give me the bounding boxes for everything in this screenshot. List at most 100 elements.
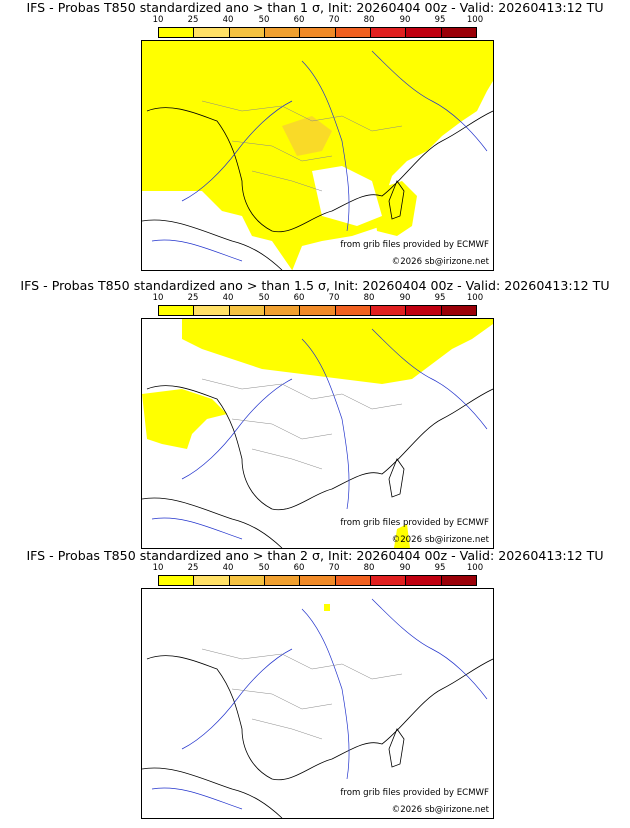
border — [201, 378, 403, 470]
tick-label: 25 — [187, 15, 199, 25]
colorbar-swatch — [229, 576, 265, 585]
map-panel-1: IFS - Probas T850 standardized ano > tha… — [0, 0, 630, 276]
probability-area — [142, 389, 227, 449]
tick-label: 100 — [466, 563, 484, 573]
tick-label: 40 — [222, 293, 234, 303]
river — [181, 648, 293, 750]
colorbar-swatch — [406, 306, 442, 315]
colorbar-swatch — [300, 28, 336, 37]
tick-label: 95 — [434, 293, 446, 303]
map-svg — [142, 598, 493, 818]
colorbar-swatch — [300, 306, 336, 315]
coastline — [146, 655, 493, 781]
tick-label: 10 — [152, 15, 164, 25]
tick-label: 80 — [363, 15, 375, 25]
map-svg — [142, 41, 493, 270]
coastline — [142, 219, 283, 270]
border — [201, 648, 403, 740]
coastline — [146, 385, 493, 511]
coastline — [388, 458, 405, 498]
coastline — [146, 107, 493, 233]
tick-label: 80 — [363, 293, 375, 303]
tick-label: 50 — [258, 15, 270, 25]
probability-area — [394, 524, 410, 548]
colorbar-swatch — [335, 306, 371, 315]
credit-grib: from grib files provided by ECMWF — [340, 788, 489, 798]
map-area: from grib files provided by ECMWF ©2026 … — [141, 318, 494, 549]
colorbar-swatch — [335, 576, 371, 585]
coastline — [142, 767, 283, 818]
colorbar-swatch — [264, 306, 301, 315]
colorbar-swatch — [441, 28, 476, 37]
river — [371, 50, 488, 152]
colorbar-swatch — [194, 576, 230, 585]
river — [301, 60, 350, 232]
tick-label: 100 — [466, 15, 484, 25]
coastline — [142, 497, 283, 548]
colorbar-swatch — [159, 28, 195, 37]
probability-area — [142, 41, 493, 270]
tick-label: 25 — [187, 563, 199, 573]
tick-label: 10 — [152, 563, 164, 573]
credit-grib: from grib files provided by ECMWF — [340, 240, 489, 250]
map-area: from grib files provided by ECMWF ©2026 … — [141, 588, 494, 819]
tick-label: 40 — [222, 563, 234, 573]
colorbar — [158, 305, 477, 316]
colorbar — [158, 575, 477, 586]
river — [301, 608, 350, 780]
colorbar-swatch — [264, 576, 301, 585]
tick-label: 90 — [399, 563, 411, 573]
clear-area — [312, 166, 382, 226]
river — [151, 517, 243, 540]
tick-label: 10 — [152, 293, 164, 303]
tick-label: 60 — [293, 15, 305, 25]
colorbar — [158, 27, 477, 38]
tick-label: 25 — [187, 293, 199, 303]
tick-label: 90 — [399, 15, 411, 25]
credit-site: ©2026 sb@irizone.net — [391, 257, 489, 267]
map-panel-2: IFS - Probas T850 standardized ano > tha… — [0, 278, 630, 554]
river — [301, 338, 350, 510]
river — [151, 239, 243, 262]
tick-label: 50 — [258, 293, 270, 303]
tick-label: 70 — [328, 563, 340, 573]
tick-label: 95 — [434, 563, 446, 573]
colorbar-swatch — [370, 306, 407, 315]
colorbar-swatch — [194, 306, 230, 315]
tick-label: 90 — [399, 293, 411, 303]
river — [181, 378, 293, 480]
map-svg — [142, 319, 493, 548]
colorbar-swatch — [370, 28, 407, 37]
tick-label: 95 — [434, 15, 446, 25]
colorbar-swatch — [406, 576, 442, 585]
river — [181, 100, 293, 202]
colorbar-labels: 10 25 40 50 60 70 80 90 95 100 — [153, 15, 484, 26]
map-panel-3: IFS - Probas T850 standardized ano > tha… — [0, 548, 630, 824]
colorbar-swatch — [229, 28, 265, 37]
tick-label: 50 — [258, 563, 270, 573]
tick-label: 60 — [293, 563, 305, 573]
colorbar-swatch — [300, 576, 336, 585]
tick-label: 70 — [328, 15, 340, 25]
colorbar-labels: 10 25 40 50 60 70 80 90 95 100 — [153, 563, 484, 574]
probability-area — [282, 116, 332, 156]
tick-label: 70 — [328, 293, 340, 303]
colorbar-swatch — [159, 306, 195, 315]
river — [371, 328, 488, 430]
tick-label: 40 — [222, 15, 234, 25]
colorbar-swatch — [370, 576, 407, 585]
colorbar-labels: 10 25 40 50 60 70 80 90 95 100 — [153, 293, 484, 304]
coastline — [388, 180, 405, 220]
credit-grib: from grib files provided by ECMWF — [340, 518, 489, 528]
probability-area — [182, 319, 493, 384]
border — [201, 100, 403, 192]
colorbar-swatch — [335, 28, 371, 37]
colorbar-swatch — [264, 28, 301, 37]
panel-title: IFS - Probas T850 standardized ano > tha… — [20, 278, 610, 293]
coastline — [388, 728, 405, 768]
tick-label: 80 — [363, 563, 375, 573]
river — [151, 787, 243, 810]
panel-title: IFS - Probas T850 standardized ano > tha… — [26, 0, 604, 15]
map-area: from grib files provided by ECMWF ©2026 … — [141, 40, 494, 271]
colorbar-swatch — [441, 576, 476, 585]
